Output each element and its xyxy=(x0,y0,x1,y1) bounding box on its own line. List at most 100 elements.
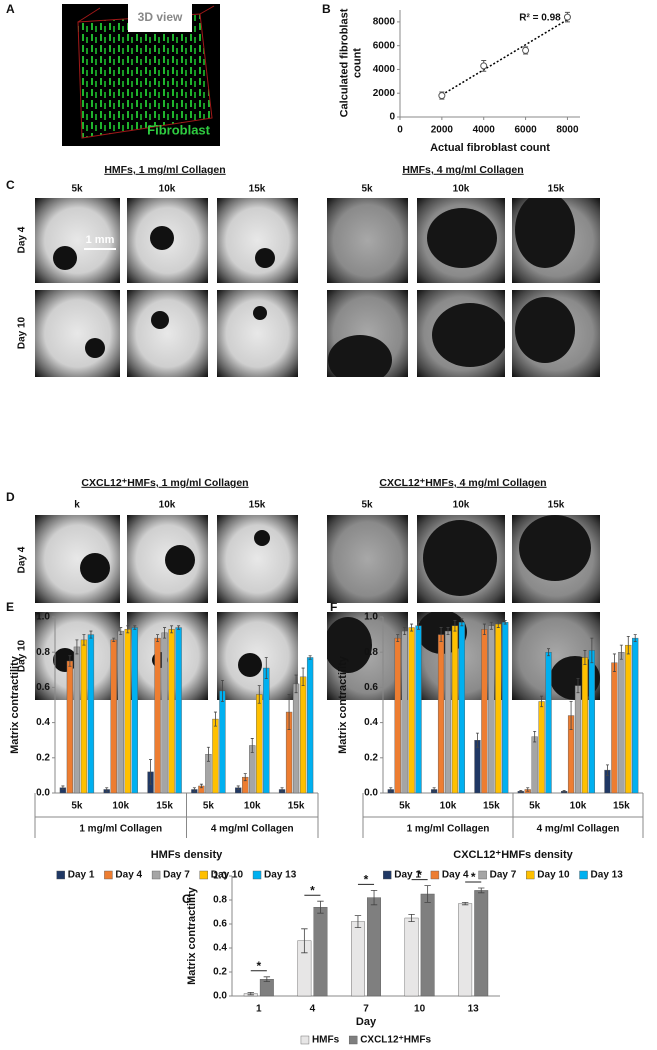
annotation: R² = 0.98 xyxy=(519,13,561,24)
error-bar xyxy=(82,634,86,646)
legend-label: Day 4 xyxy=(115,870,142,881)
error-bar xyxy=(526,787,530,792)
contracted-gel xyxy=(328,335,392,377)
column-label: k xyxy=(74,500,80,511)
bar xyxy=(256,694,263,794)
x-tick-label: 0 xyxy=(397,125,403,136)
micrograph xyxy=(417,515,505,603)
panel-title: HMFs, 4 mg/ml Collagen xyxy=(402,164,523,176)
x-tick-label: 10k xyxy=(440,801,457,812)
legend-swatch xyxy=(579,870,588,880)
bar xyxy=(458,903,473,997)
error-bar xyxy=(280,787,284,792)
bar xyxy=(161,632,168,794)
y-tick-label: 0.8 xyxy=(36,647,50,658)
bar xyxy=(124,629,131,794)
x-tick-label: 5k xyxy=(529,801,541,812)
micrograph xyxy=(327,515,408,603)
error-bar xyxy=(149,759,153,785)
legend-swatch xyxy=(478,870,487,880)
column-label: 10k xyxy=(453,184,470,195)
row-label: Day 4 xyxy=(17,226,28,253)
y-tick-label: 0.2 xyxy=(364,752,378,763)
error-bar xyxy=(403,627,407,635)
legend-swatch xyxy=(383,870,392,880)
micrograph xyxy=(217,198,298,283)
column-label: 10k xyxy=(159,184,176,195)
panel-label: F xyxy=(330,600,337,614)
panel-label: B xyxy=(322,2,331,16)
column-label: 15k xyxy=(249,500,266,511)
panel-title: CXCL12⁺HMFs, 1 mg/ml Collagen xyxy=(81,477,248,489)
error-bar xyxy=(478,887,485,894)
bar xyxy=(545,652,552,794)
y-axis-label: Calculated fibroblast count xyxy=(338,8,364,118)
bar xyxy=(66,660,74,794)
x-tick-label: 8000 xyxy=(556,125,579,136)
legend-label: Day 10 xyxy=(537,870,570,881)
x-tick-label: 6000 xyxy=(514,125,537,136)
gel xyxy=(127,290,208,377)
bar xyxy=(87,634,95,794)
row-label: Day 10 xyxy=(17,639,28,672)
error-bar xyxy=(475,732,479,748)
legend-swatch xyxy=(252,870,262,880)
x-axis-label: Day xyxy=(356,1016,377,1028)
micrograph xyxy=(217,612,298,700)
error-bar xyxy=(75,639,79,655)
error-bar xyxy=(482,623,486,635)
panel-label: A xyxy=(6,2,15,16)
gel xyxy=(327,515,408,603)
group-label: 1 mg/ml Collagen xyxy=(407,824,490,835)
gel xyxy=(217,198,298,283)
error-bar xyxy=(206,746,210,762)
column-label: 15k xyxy=(548,500,565,511)
error-bar xyxy=(257,685,261,704)
error-bar xyxy=(220,679,224,702)
bar xyxy=(420,893,435,997)
micrograph xyxy=(217,515,298,603)
error-bar xyxy=(417,621,421,630)
panel-label: G xyxy=(182,892,191,906)
error-bar xyxy=(317,900,324,914)
bar xyxy=(401,630,408,794)
error-bar xyxy=(446,627,450,635)
legend-label: Day 4 xyxy=(442,870,469,881)
error-bar xyxy=(308,655,312,660)
y-tick-label: 4000 xyxy=(373,64,396,75)
error-bar xyxy=(163,627,167,639)
error-bar xyxy=(569,701,573,731)
legend-label: Day 13 xyxy=(264,870,297,881)
error-bar xyxy=(590,637,594,664)
legend-swatch xyxy=(199,870,208,880)
legend-swatch xyxy=(151,870,161,880)
y-tick-label: 0.6 xyxy=(213,919,227,930)
bar xyxy=(110,639,117,794)
bar xyxy=(73,646,81,794)
contracted-gel xyxy=(515,297,575,363)
error-bar xyxy=(112,637,116,643)
micrograph xyxy=(35,515,120,603)
x-tick-label: 5k xyxy=(399,801,411,812)
column-label: 10k xyxy=(453,500,470,511)
error-bar xyxy=(156,634,160,643)
bar xyxy=(117,630,124,794)
error-bar xyxy=(68,655,72,667)
error-bar xyxy=(547,648,551,657)
contracted-gel xyxy=(427,208,497,268)
column-label: 15k xyxy=(249,184,266,195)
point xyxy=(563,13,571,21)
bar xyxy=(458,622,465,794)
bar xyxy=(131,627,138,794)
contracted-gel xyxy=(85,338,105,358)
bar xyxy=(292,683,300,794)
contracted-gel xyxy=(238,653,262,677)
error-bar xyxy=(61,785,65,790)
x-axis-label: HMFs density xyxy=(151,849,223,861)
bar xyxy=(625,644,632,794)
bar xyxy=(632,637,639,794)
legend-label: CXCL12⁺HMFs xyxy=(360,1035,431,1046)
micrograph xyxy=(217,290,298,377)
row-label: Day 4 xyxy=(17,546,28,573)
cell-label: Fibroblast xyxy=(147,122,211,137)
